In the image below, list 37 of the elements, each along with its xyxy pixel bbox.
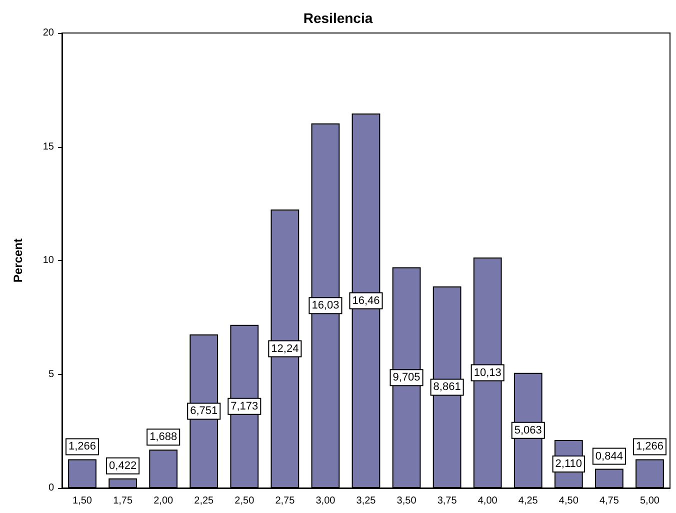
data-label: 1,266 [68, 440, 96, 453]
x-tick-label: 1,50 [72, 496, 92, 506]
x-tick-label: 2,50 [234, 496, 255, 506]
data-label: 0,422 [109, 460, 137, 472]
data-label: 1,688 [150, 431, 178, 444]
data-label: 10,13 [474, 366, 502, 379]
x-tick-label: 2,25 [194, 496, 214, 506]
data-label: 16,03 [312, 300, 340, 312]
x-tick-label: 4,75 [599, 496, 620, 506]
x-tick-label: 4,00 [478, 496, 498, 506]
x-tick-label: 3,50 [396, 496, 417, 506]
x-tick-label: 2,00 [154, 496, 174, 506]
x-tick-label: 1,75 [113, 496, 133, 506]
y-tick-label: 0 [48, 482, 54, 494]
chart-title: Resilencia [303, 10, 373, 26]
data-label: 16,46 [352, 294, 380, 307]
y-tick-label: 10 [42, 255, 54, 266]
x-tick-label: 5,00 [640, 496, 660, 506]
data-label: 1,266 [636, 440, 664, 453]
data-label: 12,24 [271, 342, 299, 355]
x-tick-label: 2,75 [275, 496, 296, 506]
data-label: 5,063 [514, 424, 542, 436]
y-axis-title: Percent [11, 238, 25, 283]
data-label: 7,173 [230, 400, 258, 412]
data-label: 8,861 [433, 381, 461, 394]
data-label: 0,844 [595, 450, 623, 462]
y-tick-label: 20 [42, 28, 54, 38]
x-tick-label: 3,25 [356, 496, 376, 506]
data-label: 6,751 [190, 405, 218, 418]
data-label: 2,110 [555, 458, 582, 470]
x-tick-label: 3,00 [316, 496, 336, 506]
x-tick-label: 4,25 [518, 496, 538, 506]
y-tick-label: 5 [48, 368, 54, 380]
y-tick-label: 15 [42, 141, 54, 152]
x-tick-label: 4,50 [558, 496, 579, 506]
data-label: 9,705 [392, 372, 420, 384]
x-tick-label: 3,75 [437, 496, 458, 506]
